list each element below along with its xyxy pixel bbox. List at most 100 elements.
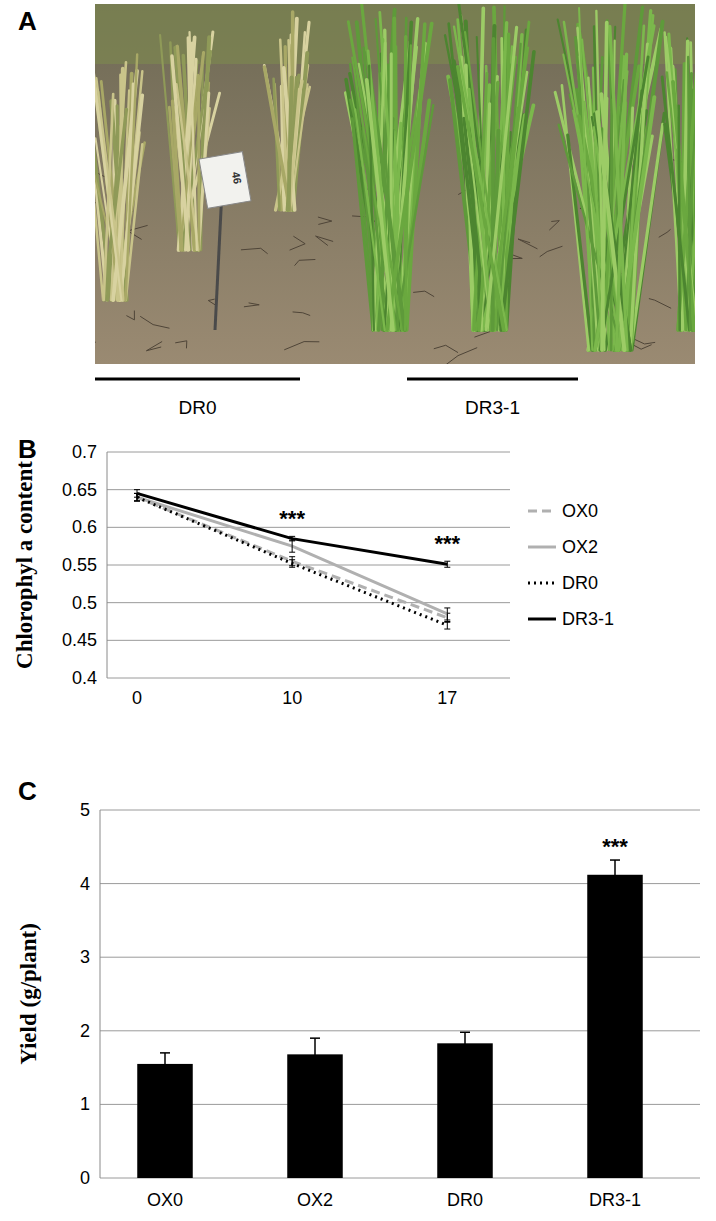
crack — [446, 348, 478, 364]
leaf — [113, 71, 137, 300]
y-axis-label: Yield (g/plant) — [16, 923, 41, 1065]
leaf — [579, 8, 592, 350]
sign-text: 46 — [230, 171, 244, 185]
error-bar — [310, 1038, 320, 1070]
leaf — [666, 37, 695, 330]
y-tick-label: 3 — [80, 947, 90, 967]
bar — [137, 1064, 193, 1178]
y-tick-label: 0.4 — [72, 668, 97, 688]
legend-label: DR0 — [562, 573, 598, 593]
leaf — [355, 109, 384, 330]
crack — [140, 316, 169, 328]
y-axis — [100, 810, 101, 1178]
crack — [244, 303, 259, 307]
bar — [287, 1054, 343, 1178]
annotation: *** — [434, 531, 460, 556]
error-cap — [289, 567, 295, 568]
error-cap — [134, 500, 140, 501]
crack — [659, 229, 671, 237]
error-stem — [314, 1038, 316, 1070]
error-bar — [134, 490, 140, 498]
error-cap — [134, 497, 140, 498]
series-line — [137, 497, 447, 625]
error-stem — [447, 622, 448, 630]
leaf — [387, 24, 432, 330]
group-label: DR3-1 — [465, 397, 520, 418]
crack — [126, 311, 134, 320]
leaf — [610, 26, 627, 350]
error-cap — [444, 567, 450, 568]
crack — [316, 236, 334, 245]
grid-line — [107, 565, 510, 566]
error-bar — [289, 536, 295, 541]
leaf — [96, 78, 123, 300]
error-cap — [289, 559, 295, 560]
crack — [649, 299, 671, 309]
grid-line — [107, 452, 510, 453]
error-cap — [444, 561, 450, 562]
error-cap — [289, 540, 295, 541]
legend-swatch — [528, 510, 556, 513]
y-tick-label: 0 — [80, 1168, 90, 1188]
crack — [175, 341, 187, 349]
error-stem — [164, 1053, 166, 1075]
error-cap — [610, 859, 620, 861]
leaf — [368, 51, 394, 330]
grid-line — [107, 489, 510, 490]
y-tick-label: 5 — [80, 800, 90, 820]
leaf — [677, 106, 680, 330]
leaf — [662, 77, 689, 330]
y-tick-label: 0.7 — [72, 442, 97, 462]
grid-line — [107, 678, 510, 679]
error-bar — [289, 560, 295, 568]
error-stem — [614, 860, 616, 889]
sign: 46 — [199, 152, 251, 209]
leaf — [405, 45, 411, 330]
crack — [318, 217, 332, 224]
error-stem — [447, 561, 448, 567]
error-cap — [134, 500, 140, 501]
crack — [518, 239, 537, 249]
error-cap — [289, 536, 295, 537]
crack — [146, 341, 162, 350]
x-tick-label: 17 — [437, 688, 457, 708]
x-tick-label: 10 — [282, 688, 302, 708]
crack — [434, 345, 458, 352]
crack — [413, 291, 434, 297]
y-tick-label: 0.45 — [62, 630, 97, 650]
error-cap — [444, 607, 450, 608]
x-tick-label: OX2 — [297, 1190, 333, 1210]
group-underline — [95, 378, 300, 381]
y-axis-label: Chlorophyl a content — [12, 461, 37, 669]
leaf — [287, 77, 296, 210]
error-stem — [292, 536, 293, 541]
error-cap — [444, 619, 450, 620]
grid-line — [107, 602, 510, 603]
error-bar — [444, 608, 450, 620]
bar — [437, 1043, 493, 1178]
error-cap — [289, 556, 295, 557]
x-tick-label: 0 — [132, 688, 142, 708]
panel-label: A — [18, 6, 37, 36]
error-cap — [444, 629, 450, 630]
grid-line — [100, 810, 700, 811]
y-tick-label: 2 — [80, 1021, 90, 1041]
x-tick-label: DR3-1 — [589, 1190, 641, 1210]
y-tick-label: 0.65 — [62, 480, 97, 500]
figure: A46DR0DR3-1B0.40.450.50.550.60.650.7Chlo… — [0, 0, 716, 1221]
error-cap — [289, 552, 295, 553]
error-cap — [160, 1052, 170, 1054]
bar — [587, 875, 643, 1178]
error-stem — [292, 540, 293, 552]
plot-area — [137, 860, 643, 1178]
annotation: *** — [279, 506, 305, 531]
sign-board — [199, 152, 251, 209]
legend-label: DR3-1 — [562, 609, 614, 629]
y-axis — [107, 452, 108, 678]
sign-post — [215, 190, 222, 330]
grid-line — [107, 640, 510, 641]
group-label: DR0 — [178, 397, 216, 418]
y-tick-label: 1 — [80, 1094, 90, 1114]
legend-swatch — [528, 582, 556, 585]
crack — [549, 221, 559, 230]
